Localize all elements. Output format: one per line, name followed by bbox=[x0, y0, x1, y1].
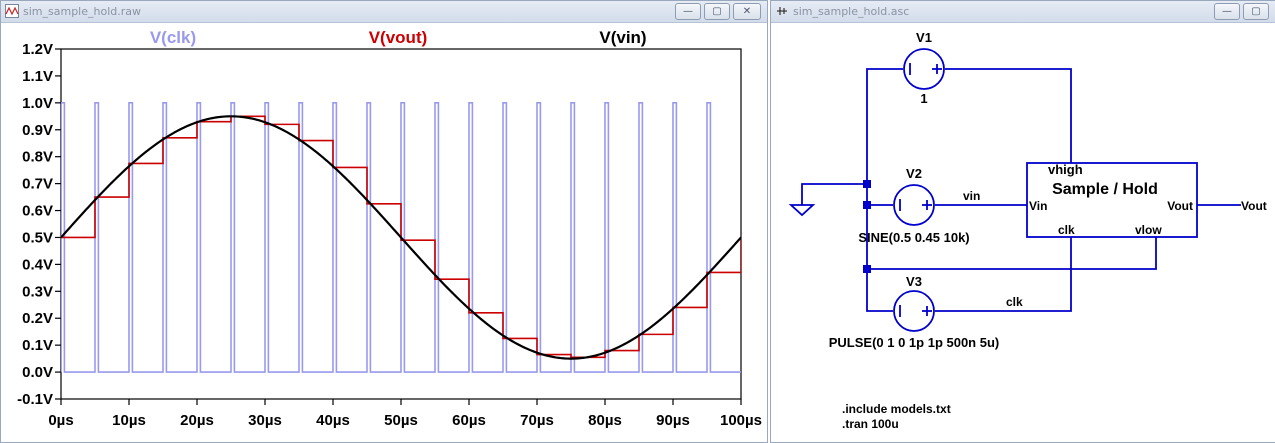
net-label-vin: vin bbox=[963, 189, 980, 203]
waveform-minimize-button[interactable]: — bbox=[675, 3, 701, 20]
y-tick-label: 0.2V bbox=[22, 310, 53, 327]
y-tick-label: 0.1V bbox=[22, 337, 53, 354]
pin-clk-label: clk bbox=[1058, 223, 1075, 237]
junctions bbox=[863, 180, 871, 273]
wire-vlow[interactable] bbox=[867, 237, 1157, 270]
voltage-source-v3[interactable] bbox=[893, 290, 935, 332]
y-tick-label: 1.1V bbox=[22, 68, 53, 85]
waveform-close-button[interactable]: ✕ bbox=[733, 3, 761, 20]
v1-name: V1 bbox=[916, 30, 932, 45]
waveform-window: sim_sample_hold.raw — ▢ ✕ -0.1V 0.0V 0.1V 0… bbox=[0, 0, 768, 443]
junction-dot bbox=[863, 201, 871, 209]
v3-value: PULSE(0 1 0 1p 1p 500n 5u) bbox=[829, 335, 1000, 350]
wire-clk[interactable] bbox=[935, 237, 1072, 312]
y-tick-label: 0.3V bbox=[22, 283, 53, 300]
schematic-app-icon bbox=[777, 7, 787, 15]
trace-v-vout[interactable] bbox=[61, 115, 741, 359]
schematic-maximize-button[interactable]: ▢ bbox=[1243, 3, 1269, 20]
x-tick-label: 10µs bbox=[112, 412, 146, 429]
x-tick-label: 30µs bbox=[248, 412, 282, 429]
net-label-clk: clk bbox=[1006, 295, 1023, 309]
x-tick-label: 60µs bbox=[452, 412, 486, 429]
trace-v-clk[interactable] bbox=[61, 102, 741, 373]
legend-entry[interactable]: V(vout) bbox=[369, 28, 428, 47]
junction-dot bbox=[863, 265, 871, 273]
voltage-source-icon bbox=[893, 290, 935, 332]
y-tick-label: 0.5V bbox=[22, 229, 53, 246]
y-tick-label: 0.4V bbox=[22, 256, 53, 273]
x-tick-label: 0µs bbox=[48, 412, 73, 429]
wire-v1-right-vhigh[interactable] bbox=[945, 68, 1072, 163]
schematic-canvas[interactable]: V1 1 V2 SINE(0.5 0.45 10k) V3 PULSE(0 1 … bbox=[771, 23, 1275, 443]
legend-entry[interactable]: V(vin) bbox=[599, 28, 646, 47]
schematic-window: sim_sample_hold.asc — ▢ bbox=[770, 0, 1275, 443]
trace-v-vin[interactable] bbox=[61, 115, 741, 360]
voltage-source-icon bbox=[893, 184, 935, 226]
pin-vhigh-label: vhigh bbox=[1048, 162, 1083, 177]
y-tick-label: 1.2V bbox=[22, 41, 53, 58]
y-tick-label: 1.0V bbox=[22, 95, 53, 112]
waveform-app-icon bbox=[5, 4, 19, 18]
junction-dot bbox=[863, 180, 871, 188]
x-tick-label: 70µs bbox=[520, 412, 554, 429]
v2-value: SINE(0.5 0.45 10k) bbox=[858, 230, 969, 245]
v2-name: V2 bbox=[906, 166, 922, 181]
v3-name: V3 bbox=[906, 274, 922, 289]
wire-gnd-bus[interactable] bbox=[866, 184, 893, 312]
y-tick-label: 0.7V bbox=[22, 176, 53, 193]
waveform-window-title: sim_sample_hold.raw bbox=[23, 5, 141, 18]
y-tick-label: 0.8V bbox=[22, 149, 53, 166]
voltage-source-v1[interactable] bbox=[903, 48, 945, 90]
y-tick-label: -0.1V bbox=[17, 391, 53, 408]
pin-vout-label: Vout bbox=[1167, 199, 1193, 213]
waveform-titlebar[interactable]: sim_sample_hold.raw — ▢ ✕ bbox=[1, 1, 767, 23]
net-label-vout: Vout bbox=[1241, 199, 1267, 213]
waveform-maximize-button[interactable]: ▢ bbox=[704, 3, 730, 20]
waveform-plot[interactable]: -0.1V 0.0V 0.1V 0.2V 0.3V 0.4V 0.5V 0.6V 0.7V 0.8… bbox=[1, 23, 767, 442]
y-tick-label: 0.9V bbox=[22, 122, 53, 139]
voltage-source-icon bbox=[903, 48, 945, 90]
x-tick-label: 100µs bbox=[720, 412, 762, 429]
v1-value: 1 bbox=[920, 91, 927, 106]
x-tick-label: 80µs bbox=[588, 412, 622, 429]
x-tick-label: 50µs bbox=[384, 412, 418, 429]
directive-tran[interactable]: .tran 100u bbox=[842, 417, 899, 431]
directive-include[interactable]: .include models.txt bbox=[842, 402, 951, 416]
voltage-source-v2[interactable] bbox=[893, 184, 935, 226]
schematic-minimize-button[interactable]: — bbox=[1214, 3, 1240, 20]
pin-vlow-label: vlow bbox=[1135, 223, 1162, 237]
schematic-window-title: sim_sample_hold.asc bbox=[793, 5, 910, 18]
pin-vin-label: Vin bbox=[1029, 199, 1047, 213]
legend-entry[interactable]: V(clk) bbox=[150, 28, 196, 47]
schematic-titlebar[interactable]: sim_sample_hold.asc — ▢ bbox=[771, 1, 1275, 23]
wire-ground[interactable] bbox=[801, 183, 867, 205]
block-title: Sample / Hold bbox=[1052, 181, 1158, 198]
x-tick-label: 40µs bbox=[316, 412, 350, 429]
sample-hold-block[interactable] bbox=[1026, 162, 1198, 238]
x-tick-label: 90µs bbox=[656, 412, 690, 429]
wires bbox=[801, 68, 1241, 312]
y-tick-label: 0.0V bbox=[22, 364, 53, 381]
wire-v1-left[interactable] bbox=[866, 68, 903, 184]
x-tick-label: 20µs bbox=[180, 412, 214, 429]
ground-icon[interactable] bbox=[788, 204, 816, 217]
y-tick-label: 0.6V bbox=[22, 203, 53, 220]
